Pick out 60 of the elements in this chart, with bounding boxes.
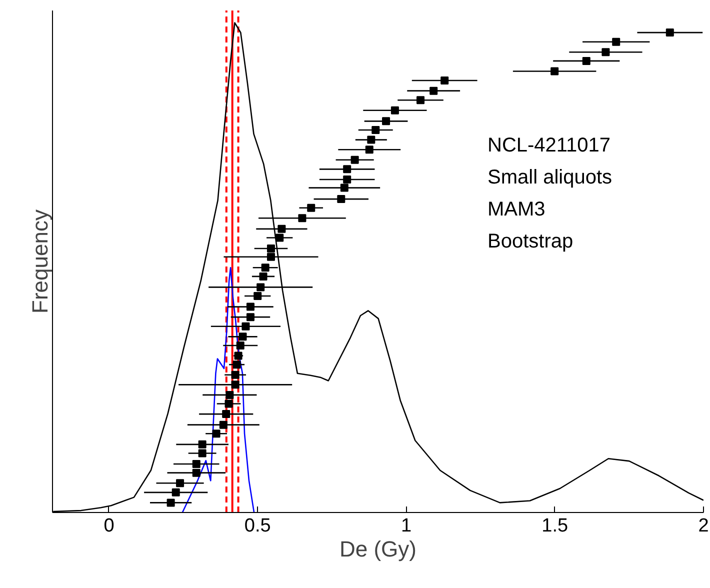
point (231, 370, 240, 379)
point (219, 420, 228, 429)
point (254, 292, 262, 300)
point (340, 184, 348, 192)
y-axis-title: Frequency (28, 210, 52, 314)
annotation: Bootstrap (488, 230, 574, 252)
point (166, 498, 175, 507)
point (367, 136, 376, 144)
point (212, 430, 220, 438)
point (231, 380, 240, 389)
point (222, 410, 230, 418)
point (430, 86, 438, 95)
point (602, 48, 610, 56)
point (198, 449, 206, 458)
point (666, 28, 674, 37)
point (266, 252, 275, 261)
point (238, 332, 247, 341)
point (192, 460, 200, 468)
x-axis-title: De (Gy) (340, 536, 416, 562)
point (365, 146, 374, 154)
point (372, 126, 380, 134)
x-tick-label: 0 (104, 516, 114, 536)
point (343, 175, 352, 184)
point (337, 195, 346, 204)
point (261, 264, 270, 272)
point (612, 38, 620, 46)
annotation: NCL-4211017 (488, 134, 611, 156)
annotation: Small aliquots (488, 166, 612, 188)
point (259, 272, 268, 280)
point (242, 322, 250, 330)
point (256, 283, 265, 292)
point (278, 224, 286, 233)
point (234, 352, 242, 360)
point (440, 76, 449, 85)
point (416, 96, 425, 104)
point (232, 360, 241, 369)
point (192, 468, 200, 477)
point (176, 479, 184, 488)
point (224, 400, 233, 408)
x-tick-label: 0.5 (244, 516, 271, 536)
point (236, 341, 244, 350)
point (198, 440, 206, 448)
point (276, 234, 284, 242)
point (550, 67, 559, 76)
point (307, 204, 316, 212)
point (343, 165, 352, 174)
point (226, 390, 234, 399)
x-tick-label: 1 (400, 516, 412, 536)
point (298, 214, 306, 222)
x-tick-label: 1.5 (542, 516, 568, 536)
point (266, 244, 275, 253)
annotation: MAM3 (488, 198, 546, 220)
point (390, 106, 399, 114)
x-tick-label: 2 (698, 516, 709, 536)
point (172, 488, 180, 496)
point (382, 117, 390, 126)
point (582, 56, 590, 65)
point (246, 313, 254, 322)
point (246, 302, 254, 311)
point (350, 156, 359, 164)
